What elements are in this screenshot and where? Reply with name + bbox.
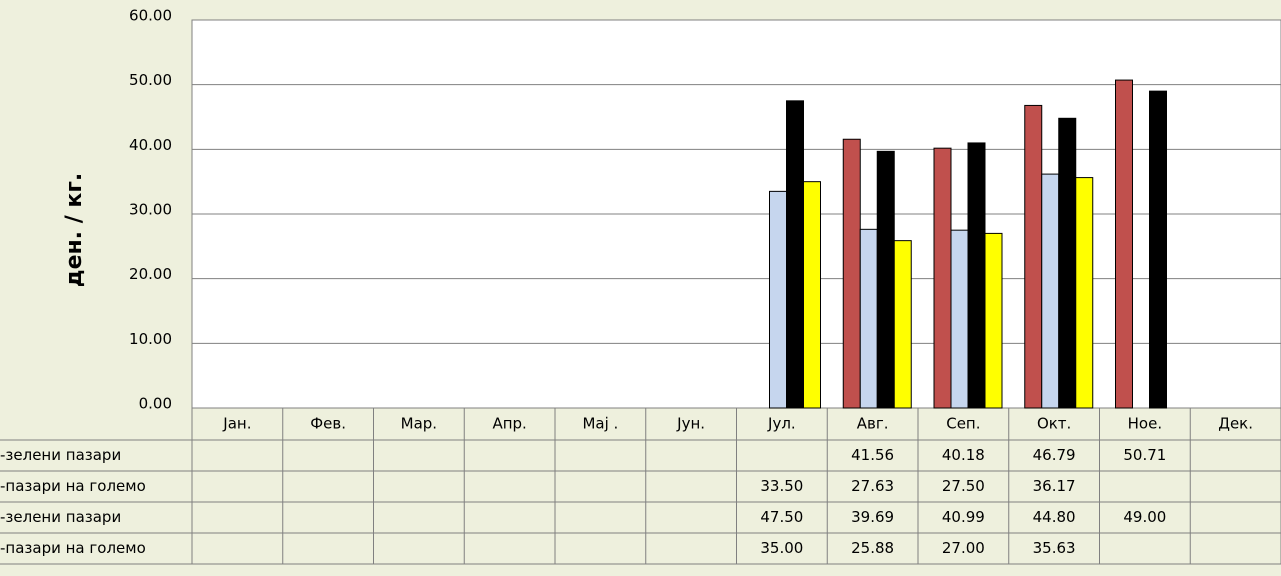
bar bbox=[984, 232, 1003, 409]
data-label: 27.50 bbox=[942, 477, 985, 495]
x-tick-label: Сеп. bbox=[946, 415, 980, 433]
x-tick-label: Мај . bbox=[582, 415, 618, 433]
bar bbox=[1041, 173, 1060, 409]
data-label: 27.63 bbox=[851, 477, 894, 495]
data-label: 39.69 bbox=[851, 508, 894, 526]
x-tick-label: Јан. bbox=[222, 415, 251, 433]
bar bbox=[933, 147, 952, 409]
x-tick-label: Фев. bbox=[310, 415, 346, 433]
bar bbox=[1058, 117, 1077, 409]
bar bbox=[786, 100, 804, 409]
y-tick-label: 40.00 bbox=[129, 136, 172, 154]
data-label: 40.18 bbox=[942, 446, 985, 464]
y-tick-label: 60.00 bbox=[129, 7, 172, 25]
bar bbox=[859, 228, 878, 409]
data-label: 47.50 bbox=[760, 508, 803, 526]
legend-label: -зелени пазари bbox=[0, 446, 121, 464]
x-tick-label: Ное. bbox=[1128, 415, 1162, 433]
x-tick-label: Апр. bbox=[492, 415, 526, 433]
y-tick-label: 30.00 bbox=[129, 201, 172, 219]
y-tick-label: 50.00 bbox=[129, 71, 172, 89]
x-tick-label: Јул. bbox=[767, 415, 796, 433]
bar bbox=[1024, 104, 1043, 409]
x-tick-label: Дек. bbox=[1218, 415, 1253, 433]
data-label: 25.88 bbox=[851, 539, 894, 557]
y-tick-label: 20.00 bbox=[129, 265, 172, 283]
data-label: 35.00 bbox=[760, 539, 803, 557]
data-label: 40.99 bbox=[942, 508, 985, 526]
legend-label: -пазари на големо bbox=[0, 477, 146, 495]
data-label: 50.71 bbox=[1123, 446, 1166, 464]
legend-label: -пазари на големо bbox=[0, 539, 146, 557]
data-label: 35.63 bbox=[1033, 539, 1076, 557]
bar bbox=[1149, 90, 1167, 409]
bar bbox=[769, 190, 787, 409]
bar bbox=[1115, 79, 1133, 409]
x-tick-label: Јун. bbox=[676, 415, 705, 433]
y-tick-label: 10.00 bbox=[129, 330, 172, 348]
y-tick-label: 0.00 bbox=[139, 395, 172, 413]
x-tick-label: Авг. bbox=[857, 415, 889, 433]
data-label: 33.50 bbox=[760, 477, 803, 495]
bar bbox=[967, 142, 986, 409]
x-tick-label: Окт. bbox=[1037, 415, 1071, 433]
bar bbox=[842, 138, 861, 409]
y-axis-label: ден. / кг. bbox=[62, 173, 87, 287]
data-label: 36.17 bbox=[1033, 477, 1076, 495]
bar bbox=[893, 240, 912, 409]
bar bbox=[950, 229, 969, 409]
data-label: 49.00 bbox=[1123, 508, 1166, 526]
data-label: 46.79 bbox=[1033, 446, 1076, 464]
bar bbox=[1075, 177, 1094, 409]
x-tick-label: Мар. bbox=[401, 415, 437, 433]
data-label: 27.00 bbox=[942, 539, 985, 557]
data-label: 44.80 bbox=[1033, 508, 1076, 526]
bar bbox=[803, 181, 821, 409]
data-label: 41.56 bbox=[851, 446, 894, 464]
legend-label: -зелени пазари bbox=[0, 508, 121, 526]
bar bbox=[876, 150, 895, 409]
